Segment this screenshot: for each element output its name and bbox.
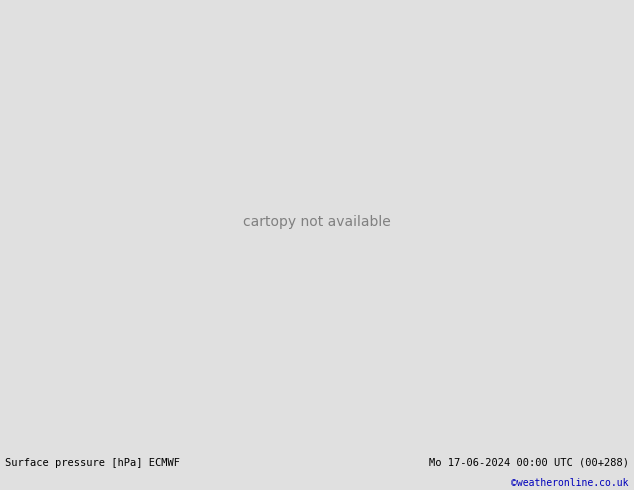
Text: ©weatheronline.co.uk: ©weatheronline.co.uk [512, 478, 629, 488]
Text: cartopy not available: cartopy not available [243, 216, 391, 229]
Text: Surface pressure [hPa] ECMWF: Surface pressure [hPa] ECMWF [5, 458, 180, 467]
Text: Mo 17-06-2024 00:00 UTC (00+288): Mo 17-06-2024 00:00 UTC (00+288) [429, 458, 629, 467]
